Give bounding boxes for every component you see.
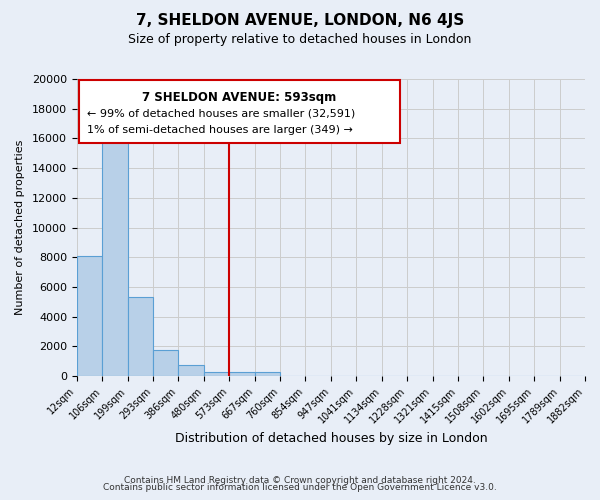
Y-axis label: Number of detached properties: Number of detached properties bbox=[15, 140, 25, 315]
Bar bbox=[153, 350, 178, 376]
Text: 7, SHELDON AVENUE, LONDON, N6 4JS: 7, SHELDON AVENUE, LONDON, N6 4JS bbox=[136, 12, 464, 28]
Bar bbox=[229, 372, 254, 376]
X-axis label: Distribution of detached houses by size in London: Distribution of detached houses by size … bbox=[175, 432, 487, 445]
FancyBboxPatch shape bbox=[79, 80, 400, 143]
Bar bbox=[128, 298, 153, 376]
Text: 7 SHELDON AVENUE: 593sqm: 7 SHELDON AVENUE: 593sqm bbox=[142, 91, 337, 104]
Text: 1% of semi-detached houses are larger (349) →: 1% of semi-detached houses are larger (3… bbox=[87, 125, 353, 135]
Text: Contains HM Land Registry data © Crown copyright and database right 2024.: Contains HM Land Registry data © Crown c… bbox=[124, 476, 476, 485]
Bar bbox=[178, 365, 204, 376]
Bar bbox=[254, 372, 280, 376]
Bar bbox=[204, 372, 229, 376]
Text: Contains public sector information licensed under the Open Government Licence v3: Contains public sector information licen… bbox=[103, 484, 497, 492]
Text: ← 99% of detached houses are smaller (32,591): ← 99% of detached houses are smaller (32… bbox=[87, 108, 355, 118]
Bar bbox=[77, 256, 102, 376]
Bar bbox=[102, 130, 128, 376]
Text: Size of property relative to detached houses in London: Size of property relative to detached ho… bbox=[128, 32, 472, 46]
